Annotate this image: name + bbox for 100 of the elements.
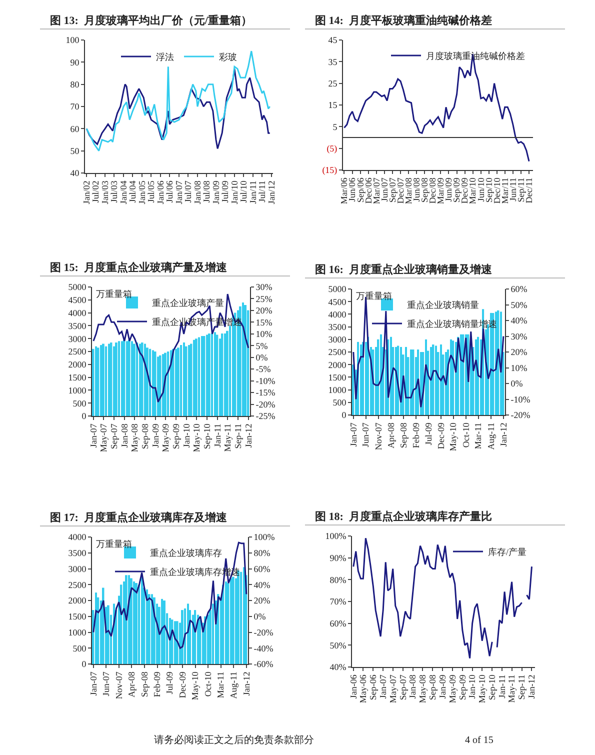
x-tick-label: May-08 xyxy=(130,423,140,452)
x-tick-label: Sep-09 xyxy=(171,423,182,450)
y2-tick-label: -5% xyxy=(256,364,272,374)
bar xyxy=(115,342,118,416)
line-series xyxy=(343,53,530,162)
y2-tick-label: 50% xyxy=(510,300,528,310)
bar xyxy=(490,312,492,415)
y2-tick-label: 10% xyxy=(256,329,273,340)
x-tick-label: Sep/06 xyxy=(355,177,366,203)
x-tick-label: Jul/04 xyxy=(128,180,138,203)
y-tick-label: 1500 xyxy=(68,612,87,622)
x-tick-label: Jun/07 xyxy=(379,177,390,202)
bar xyxy=(131,341,133,416)
bar xyxy=(187,604,189,664)
y2-tick-label: 80% xyxy=(254,548,271,558)
x-tick-label: Jan/06 xyxy=(155,180,166,204)
y-tick-label: 4500 xyxy=(68,295,87,306)
x-tick-label: Jan/09 xyxy=(210,180,221,204)
chart-title: 图 15: 月度重点企业玻璃产量及增速 xyxy=(50,261,228,274)
x-tick-label: Mar/08 xyxy=(403,177,414,204)
y-tick-label: 2000 xyxy=(68,360,87,370)
x-tick-label: Jan-06 xyxy=(348,674,358,699)
bar xyxy=(198,337,200,416)
x-tick-label: Jul-09 xyxy=(164,671,175,694)
x-tick-label: Sep/11 xyxy=(516,178,526,202)
x-tick-label: Jul/10 xyxy=(238,180,249,203)
x-tick-label: Jun/11 xyxy=(508,178,518,202)
bar xyxy=(206,334,208,416)
y-tick-label: 45 xyxy=(328,35,338,46)
x-tick-label: Dec/09 xyxy=(460,177,470,204)
legend-label: 彩玻 xyxy=(219,52,237,62)
x-tick-label: Jan-12 xyxy=(241,672,252,696)
y2-tick-label: -40% xyxy=(254,643,274,654)
x-tick-label: Jan-12 xyxy=(243,424,254,448)
text: 4 of 15 xyxy=(465,735,494,746)
y-tick-label: 500 xyxy=(332,398,347,408)
bar xyxy=(208,333,210,416)
x-tick-label: Jan-10 xyxy=(181,423,192,448)
x-tick-label: Jan/11 xyxy=(248,180,258,204)
y-tick-label: 500 xyxy=(72,643,87,654)
x-tick-label: May-10 xyxy=(190,671,200,700)
legend-label: 库存/产量 xyxy=(488,547,527,558)
x-tick-label: May-09 xyxy=(447,674,458,704)
bar xyxy=(97,348,100,416)
y-tick-label: 3500 xyxy=(68,548,87,558)
y-tick-label: 60 xyxy=(70,124,80,134)
y2-tick-label: 0% xyxy=(254,612,266,622)
y2-tick-label: -25% xyxy=(256,411,276,422)
y2-tick-label: -60% xyxy=(254,659,274,670)
y2-tick-label: 25% xyxy=(256,294,273,304)
x-tick-label: Jan-10 xyxy=(467,674,478,699)
x-tick-label: Jun/09 xyxy=(444,177,454,202)
bar xyxy=(135,583,138,664)
x-tick-label: Jul/08 xyxy=(202,180,212,203)
bar xyxy=(151,594,153,664)
y-tick-label: 50 xyxy=(70,146,80,156)
bar xyxy=(130,578,132,664)
y2-tick-label: -20% xyxy=(254,627,274,638)
bar xyxy=(161,598,163,664)
bar xyxy=(136,342,138,416)
y-tick-label: 40% xyxy=(330,662,347,672)
y2-tick-label: -20% xyxy=(510,410,531,420)
x-tick-label: Mar-11 xyxy=(473,422,484,450)
y2-tick-label: 30% xyxy=(256,282,273,292)
bar xyxy=(121,341,123,416)
y2-tick-label: 20% xyxy=(254,596,271,606)
x-tick-label: Sep-08 xyxy=(398,422,408,448)
y-tick-label: 2500 xyxy=(68,580,87,590)
x-tick-label: Feb-09 xyxy=(152,671,162,698)
x-tick-label: Jan/10 xyxy=(229,180,240,204)
x-tick-label: Apr-08 xyxy=(126,671,137,698)
x-tick-label: Jan-07 xyxy=(348,422,358,447)
bar xyxy=(440,344,442,415)
x-tick-label: Oct-10 xyxy=(460,422,471,448)
x-tick-label: May-10 xyxy=(192,423,202,452)
x-tick-label: Jan-11 xyxy=(212,424,222,448)
x-tick-label: Aug-11 xyxy=(486,422,496,450)
x-tick-label: May-06 xyxy=(358,674,368,704)
bar xyxy=(95,346,97,416)
x-tick-label: Jun/08 xyxy=(412,177,422,202)
y-tick-label: 100% xyxy=(325,531,347,542)
bar xyxy=(167,352,170,416)
bar xyxy=(107,605,110,664)
x-tick-label: Jan/08 xyxy=(192,180,202,204)
y2-tick-label: -20% xyxy=(256,399,276,410)
x-tick-label: Sep-08 xyxy=(428,674,438,700)
y-axis-title: 万重量箱 xyxy=(96,289,132,299)
x-tick-label: Sep-09 xyxy=(457,674,468,700)
y-tick-label: 3000 xyxy=(68,564,87,574)
bar xyxy=(224,333,226,416)
x-tick-label: Jan/03 xyxy=(100,180,110,204)
x-tick-label: Jan-12 xyxy=(498,422,508,447)
bar xyxy=(181,610,184,664)
bar xyxy=(128,340,130,416)
y-tick-label: 4000 xyxy=(68,308,87,318)
x-tick-label: Jan-07 xyxy=(88,423,98,448)
y2-tick-label: -10% xyxy=(510,394,531,404)
x-tick-label: Mar/11 xyxy=(500,178,510,204)
x-tick-label: Jan/07 xyxy=(174,180,184,204)
x-tick-label: Jul/05 xyxy=(146,180,156,203)
